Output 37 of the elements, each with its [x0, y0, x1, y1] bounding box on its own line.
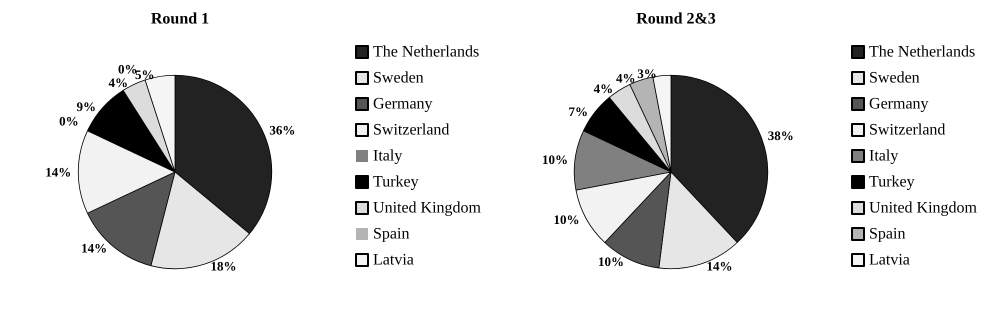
legend-label: Switzerland [869, 122, 946, 138]
data-label: 14% [706, 258, 733, 274]
legend-label: Sweden [869, 70, 920, 86]
legend-label: Latvia [373, 252, 414, 268]
data-label: 3% [637, 66, 657, 82]
legend-label: The Netherlands [869, 44, 976, 60]
legend-label: Turkey [869, 174, 915, 190]
legend-label: Latvia [869, 252, 910, 268]
legend-label: Italy [869, 148, 898, 164]
data-label: 5% [135, 66, 155, 82]
legend-label: The Netherlands [373, 44, 480, 60]
legend-label: Germany [869, 96, 929, 112]
legend-label: Spain [869, 226, 906, 242]
data-label: 4% [594, 81, 614, 96]
data-label: 38% [768, 128, 794, 144]
data-label: 14% [45, 164, 72, 180]
legend-label: Germany [373, 96, 433, 112]
data-label: 7% [568, 104, 588, 119]
legend-label: Spain [373, 226, 410, 242]
data-label: 10% [542, 152, 568, 168]
chart-title: Round 1 [150, 10, 210, 28]
text: 0% [59, 113, 79, 128]
legend-label: Sweden [373, 70, 424, 86]
data-label: 10% [598, 254, 624, 269]
data-label: 4% [108, 75, 128, 90]
legend-label: Turkey [373, 174, 419, 190]
chart-title: Round 2&3 [636, 10, 716, 28]
legend-label: United Kingdom [869, 200, 978, 216]
data-label: 18% [210, 258, 237, 274]
data-label: 4% [616, 70, 636, 86]
data-label: 14% [81, 240, 108, 256]
data-label: 9% [76, 99, 96, 114]
legend-label: Italy [373, 148, 402, 164]
data-label: 10% [553, 212, 580, 228]
legend-label: Switzerland [373, 122, 450, 138]
data-label: 36% [269, 122, 296, 138]
legend-label: United Kingdom [373, 200, 482, 216]
